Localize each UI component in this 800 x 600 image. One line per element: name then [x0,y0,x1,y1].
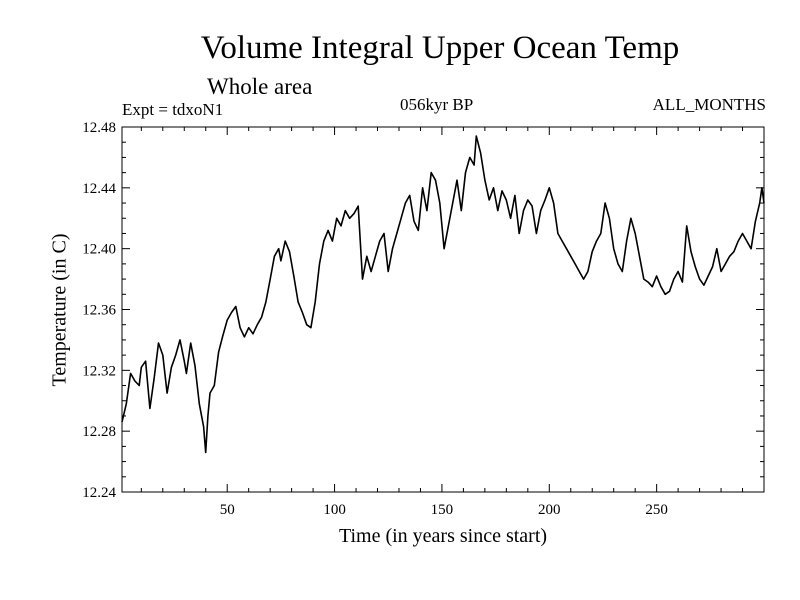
period-label: 056kyr BP [400,95,474,114]
y-tick-label: 12.36 [82,303,116,319]
y-tick-label: 12.44 [82,181,116,197]
x-tick-label: 150 [431,502,454,518]
y-tick-label: 12.40 [82,242,116,258]
plot-frame [121,126,765,493]
chart-subtitle: Whole area [207,74,313,99]
y-tick-label: 12.28 [82,424,116,440]
x-tick-label: 250 [645,502,668,518]
y-tick-label: 12.24 [82,485,116,501]
x-tick-label: 50 [220,502,235,518]
y-tick-label: 12.32 [82,363,116,379]
experiment-label: Expt = tdxoN1 [122,100,224,119]
x-tick-label: 200 [538,502,561,518]
x-axis-label: Time (in years since start) [338,525,548,547]
series-line [121,135,765,454]
y-axis-label: Temperature (in C) [48,233,71,387]
x-tick-label: 100 [323,502,346,518]
y-tick-label: 12.48 [82,120,116,136]
chart-title: Volume Integral Upper Ocean Temp [200,30,680,66]
months-label: ALL_MONTHS [652,95,766,114]
